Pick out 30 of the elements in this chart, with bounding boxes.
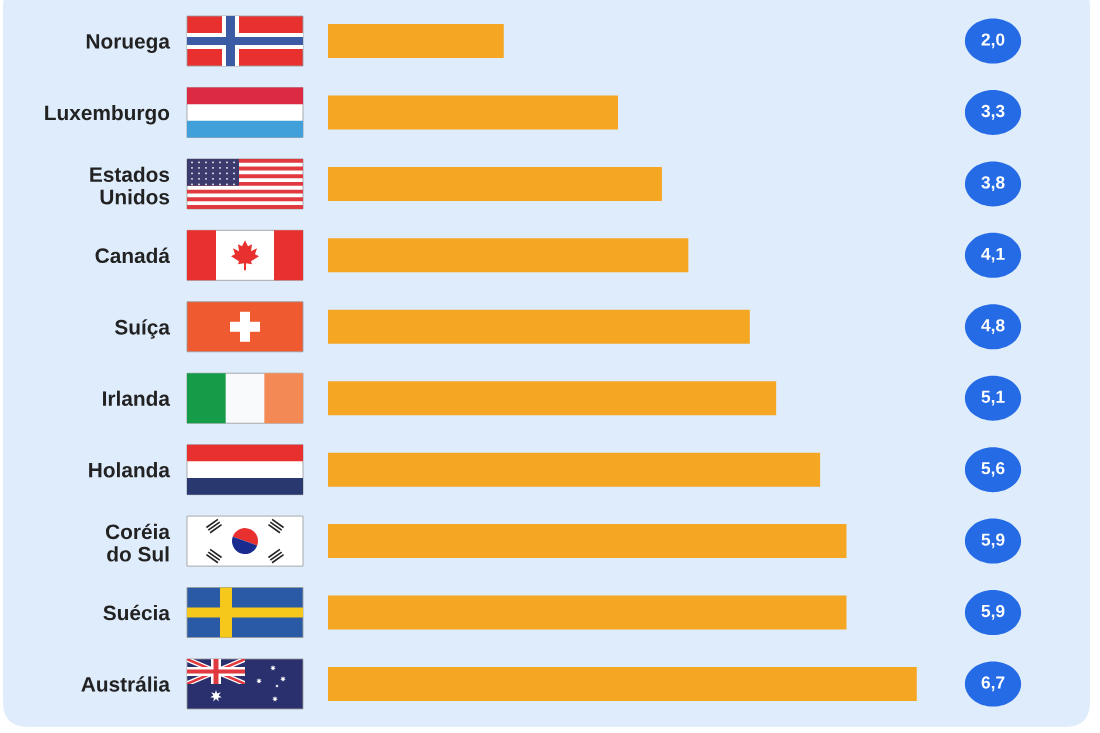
data-label: 3,8 [981, 176, 1005, 192]
bar [328, 309, 750, 344]
y-tick-label: Noruega [86, 34, 171, 53]
y-tick-label: Suécia [103, 604, 171, 621]
bar [328, 238, 689, 273]
bar [328, 595, 847, 630]
y-tick-label: Estados Unidos [90, 166, 170, 205]
bar [328, 166, 662, 201]
data-label: 5,1 [981, 390, 1005, 406]
data-label: 5,9 [981, 604, 1005, 620]
data-label: 5,6 [981, 462, 1005, 477]
y-tick-label: Irlanda [103, 390, 171, 406]
y-tick-label: Luxemburgo [45, 104, 170, 125]
bar [328, 381, 777, 416]
y-tick-label: Holanda [89, 462, 171, 478]
bar [328, 24, 504, 59]
bar [328, 666, 917, 701]
y-tick-label: Canadá [95, 247, 170, 264]
y-tick-label: Coréia do Sul [105, 523, 171, 562]
bar [328, 524, 847, 559]
data-label: 3,3 [981, 104, 1005, 120]
bar [328, 95, 618, 130]
y-tick-label: Austrália [81, 676, 171, 692]
data-label: 4,1 [981, 247, 1005, 263]
data-label: 2,0 [981, 33, 1005, 49]
data-label: 5,9 [981, 533, 1005, 549]
y-tick-label: Suíça [114, 319, 171, 339]
data-label: 4,8 [981, 319, 1005, 334]
bar [328, 452, 821, 487]
data-label: 6,7 [981, 676, 1005, 692]
